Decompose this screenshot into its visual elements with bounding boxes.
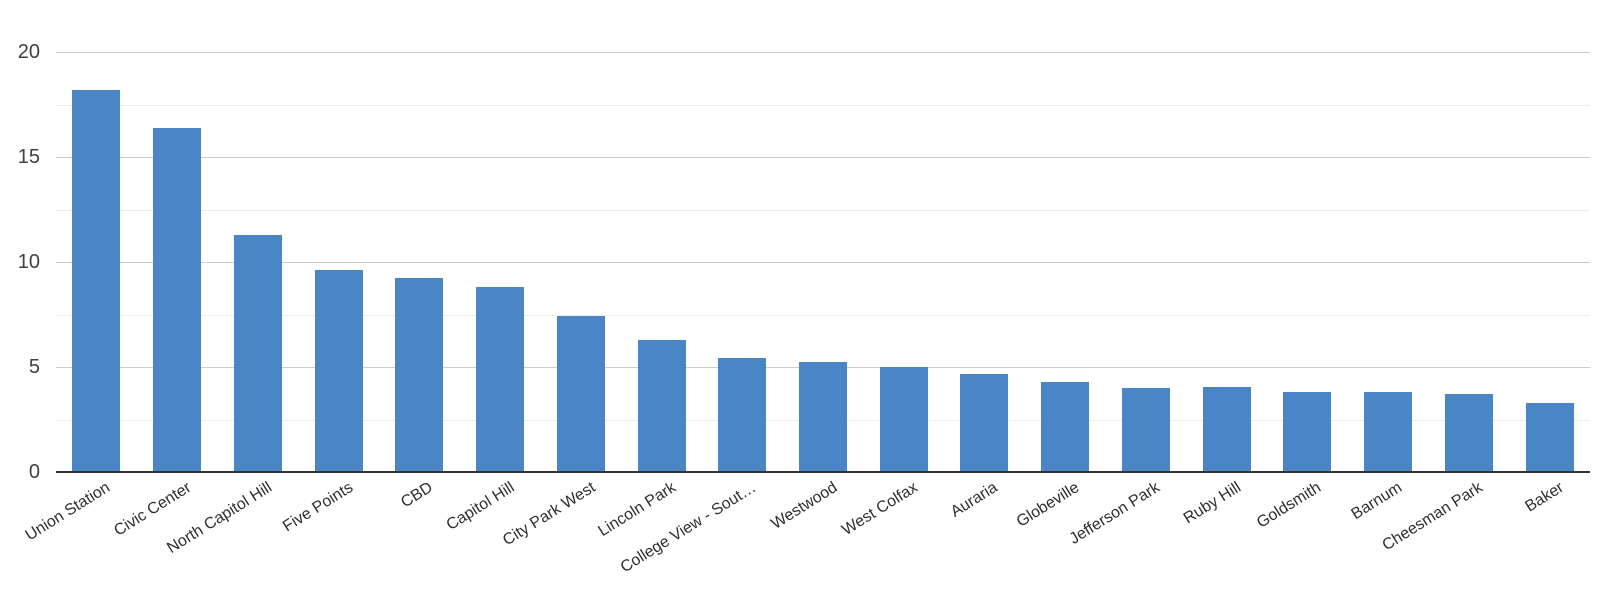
bar-west-colfax[interactable] [880,367,928,472]
minor-gridline [56,210,1590,211]
bar-globeville[interactable] [1041,382,1089,472]
x-axis-label-college-view-sout: College View - Sout… [617,479,760,577]
bar-capitol-hill[interactable] [476,287,524,472]
y-axis-tick-label: 5 [28,356,40,378]
minor-gridline [56,105,1590,106]
bar-ruby-hill[interactable] [1203,387,1251,472]
x-axis-label-barnum: Barnum [1348,479,1406,524]
x-axis-label-five-points: Five Points [279,479,357,536]
bar-city-park-west[interactable] [557,316,605,472]
bar-union-station[interactable] [72,90,120,472]
x-axis-label-jefferson-park: Jefferson Park [1066,479,1164,548]
x-axis-label-globeville: Globeville [1013,479,1083,531]
x-axis-baseline [56,471,1590,473]
bar-barnum[interactable] [1364,392,1412,472]
x-axis-label-goldsmith: Goldsmith [1253,479,1325,532]
x-axis-label-cbd: CBD [398,479,437,512]
bar-auraria[interactable] [960,374,1008,472]
x-axis-label-westwood: Westwood [767,479,841,533]
bar-cbd[interactable] [395,278,443,472]
x-axis-label-union-station: Union Station [22,479,114,545]
y-axis-tick-label: 0 [28,461,40,483]
x-axis-label-ruby-hill: Ruby Hill [1180,479,1245,528]
y-axis-tick-label: 15 [17,146,40,168]
major-gridline [56,262,1590,263]
major-gridline [56,52,1590,53]
bar-north-capitol-hill[interactable] [234,235,282,472]
x-axis-label-west-colfax: West Colfax [839,479,922,539]
bar-cheesman-park[interactable] [1445,394,1493,472]
bar-westwood[interactable] [799,362,847,472]
y-axis-tick-label: 10 [17,251,40,273]
x-axis-label-capitol-hill: Capitol Hill [443,479,518,534]
x-axis-label-auraria: Auraria [948,479,1002,521]
bar-civic-center[interactable] [153,128,201,472]
y-axis-tick-label: 20 [17,41,40,63]
x-axis-label-baker: Baker [1522,479,1568,516]
bar-lincoln-park[interactable] [638,340,686,472]
bar-jefferson-park[interactable] [1122,388,1170,472]
major-gridline [56,157,1590,158]
bar-college-view-sout[interactable] [718,358,766,472]
bar-goldsmith[interactable] [1283,392,1331,472]
bar-five-points[interactable] [315,270,363,472]
bar-baker[interactable] [1526,403,1574,472]
minor-gridline [56,315,1590,316]
